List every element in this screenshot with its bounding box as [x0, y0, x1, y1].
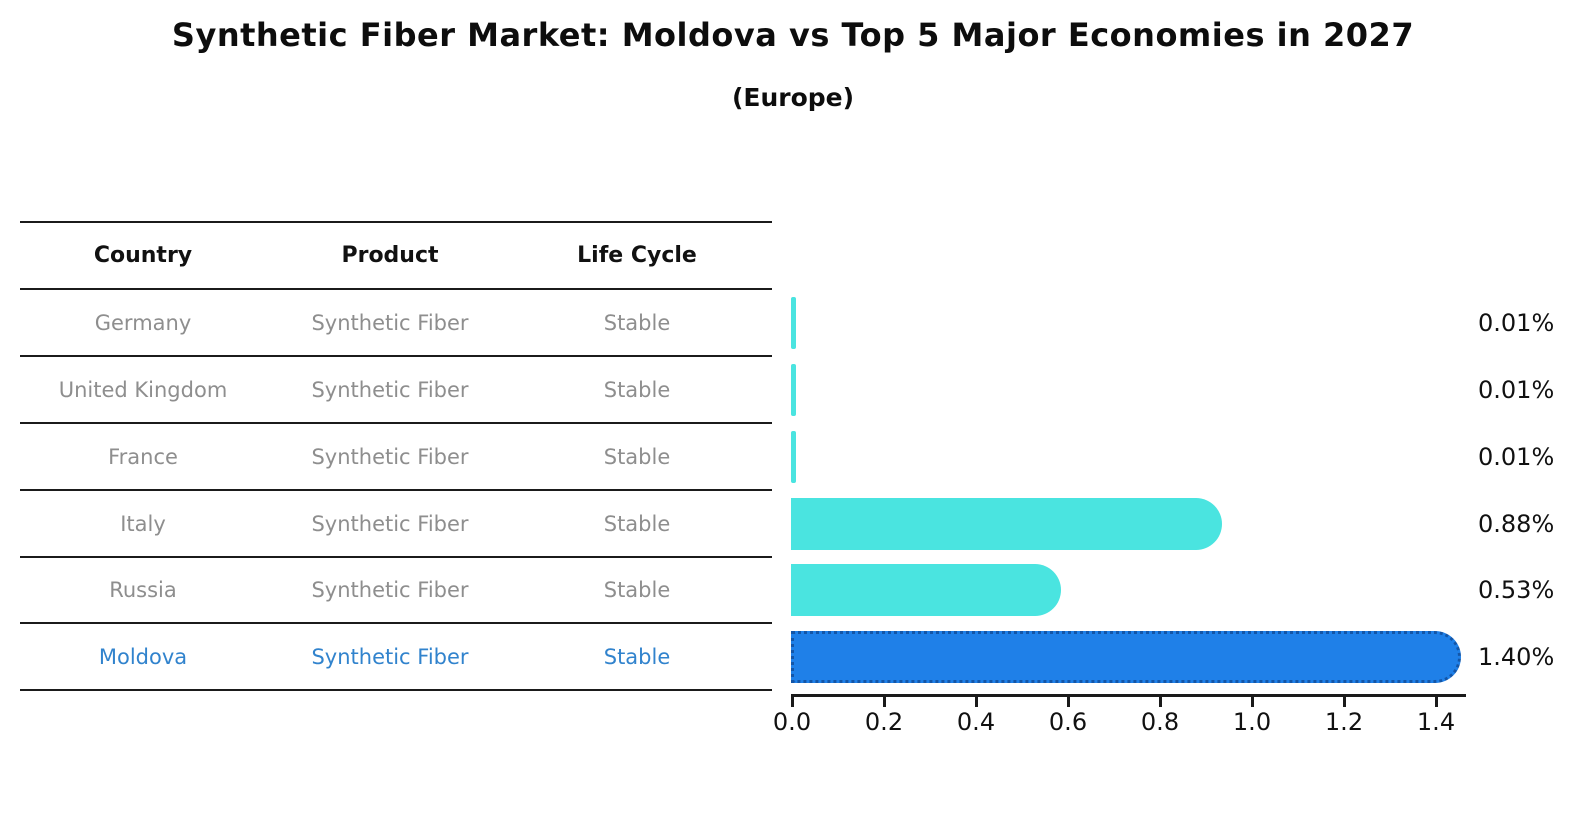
table-line — [20, 355, 772, 357]
bar-moldova — [791, 631, 1461, 683]
x-tick-label: 0.4 — [956, 708, 996, 736]
bar-value-label: 0.53% — [1478, 576, 1555, 604]
x-tick — [1343, 694, 1346, 707]
table-cell-france-country: France — [108, 444, 178, 469]
bar-value-label: 0.88% — [1478, 509, 1555, 538]
bar-italy — [791, 498, 1222, 550]
table-cell-united-kingdom-life_cycle: Stable — [603, 377, 671, 402]
table-line — [20, 556, 772, 558]
x-tick — [1159, 694, 1162, 707]
table-line — [20, 221, 772, 223]
x-tick — [791, 694, 794, 707]
table-cell-italy-country: Italy — [120, 511, 166, 536]
x-tick-label: 0.0 — [772, 708, 812, 736]
table-cell-germany-life_cycle: Stable — [603, 310, 671, 335]
table-line — [20, 489, 772, 491]
chart-subtitle: (Europe) — [731, 83, 855, 112]
x-tick-label: 0.2 — [864, 708, 904, 736]
bar-value-label: 0.01% — [1478, 375, 1555, 404]
x-tick — [883, 694, 886, 707]
table-cell-france-product: Synthetic Fiber — [311, 444, 469, 469]
table-cell-russia-life_cycle: Stable — [603, 578, 671, 602]
table-line — [20, 689, 772, 691]
x-tick — [1435, 694, 1438, 707]
x-axis-line — [791, 694, 1466, 697]
bar-value-label: 1.40% — [1478, 642, 1555, 671]
x-tick — [975, 694, 978, 707]
column-header-country: Country — [93, 243, 193, 268]
x-tick-label: 1.4 — [1416, 708, 1456, 736]
bar-france — [791, 431, 796, 483]
table-cell-united-kingdom-product: Synthetic Fiber — [311, 377, 469, 402]
x-tick-label: 0.6 — [1048, 708, 1088, 736]
x-tick-label: 0.8 — [1140, 708, 1180, 736]
bar-germany — [791, 297, 796, 349]
table-cell-italy-product: Synthetic Fiber — [311, 511, 469, 536]
bar-value-label: 0.01% — [1478, 442, 1555, 471]
table-line — [20, 622, 772, 624]
x-tick-label: 1.0 — [1232, 708, 1272, 736]
bar-value-label: 0.01% — [1478, 308, 1555, 337]
x-tick — [1251, 694, 1254, 707]
x-tick — [1067, 694, 1070, 707]
bar-united-kingdom — [791, 364, 796, 416]
bar-russia — [791, 564, 1061, 616]
table-cell-moldova-product: Synthetic Fiber — [311, 644, 469, 669]
table-cell-germany-country: Germany — [94, 310, 192, 335]
column-header-product: Product — [341, 243, 439, 268]
table-cell-moldova-country: Moldova — [98, 644, 188, 669]
table-cell-italy-life_cycle: Stable — [603, 511, 671, 536]
table-cell-russia-country: Russia — [109, 578, 177, 602]
table-cell-germany-product: Synthetic Fiber — [311, 310, 469, 335]
chart-title: Synthetic Fiber Market: Moldova vs Top 5… — [171, 16, 1415, 54]
table-cell-france-life_cycle: Stable — [603, 444, 671, 469]
table-line — [20, 422, 772, 424]
table-cell-moldova-life_cycle: Stable — [603, 644, 671, 669]
x-tick-label: 1.2 — [1324, 708, 1364, 736]
table-cell-russia-product: Synthetic Fiber — [311, 578, 469, 602]
column-header-life-cycle: Life Cycle — [577, 243, 697, 268]
table-line — [20, 288, 772, 290]
table-cell-united-kingdom-country: United Kingdom — [58, 377, 228, 402]
